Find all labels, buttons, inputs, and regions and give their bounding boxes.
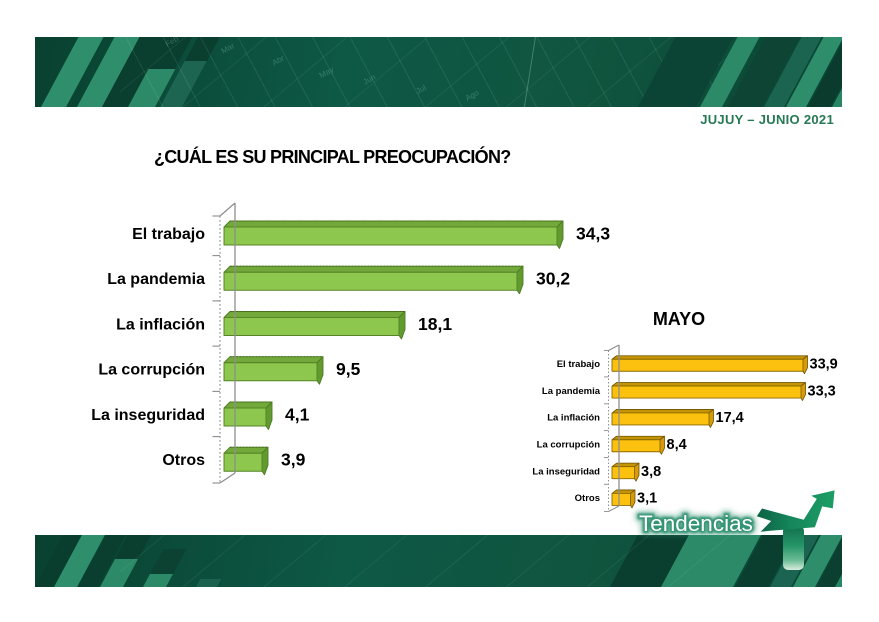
svg-text:La pandemia: La pandemia [542, 386, 601, 397]
svg-text:La inseguridad: La inseguridad [91, 407, 205, 424]
svg-text:La pandemia: La pandemia [107, 271, 205, 288]
svg-text:La inflación: La inflación [547, 413, 600, 424]
svg-text:La inseguridad: La inseguridad [532, 466, 600, 477]
svg-text:17,4: 17,4 [716, 410, 744, 426]
svg-text:33,3: 33,3 [808, 383, 836, 399]
svg-text:Tendencias: Tendencias [639, 511, 753, 536]
svg-text:3,8: 3,8 [641, 464, 661, 480]
svg-text:3,9: 3,9 [281, 450, 306, 470]
svg-text:Tendencias: Tendencias [639, 511, 753, 536]
svg-text:El trabajo: El trabajo [557, 359, 600, 370]
svg-text:El trabajo: El trabajo [132, 226, 205, 243]
svg-text:8,4: 8,4 [667, 437, 687, 453]
svg-text:30,2: 30,2 [536, 269, 570, 289]
svg-text:MAYO: MAYO [653, 309, 705, 329]
svg-text:Otros: Otros [575, 493, 600, 504]
svg-text:Tendencias: Tendencias [639, 511, 753, 536]
svg-text:33,9: 33,9 [810, 357, 838, 373]
svg-text:9,5: 9,5 [336, 359, 361, 379]
svg-text:La inflación: La inflación [116, 317, 205, 334]
svg-text:La corrupción: La corrupción [98, 362, 205, 379]
svg-text:Otros: Otros [162, 452, 205, 469]
svg-text:La corrupción: La corrupción [537, 440, 601, 451]
svg-text:18,1: 18,1 [418, 314, 452, 334]
svg-text:4,1: 4,1 [285, 405, 310, 425]
svg-text:3,1: 3,1 [637, 491, 657, 507]
svg-text:34,3: 34,3 [576, 224, 610, 244]
